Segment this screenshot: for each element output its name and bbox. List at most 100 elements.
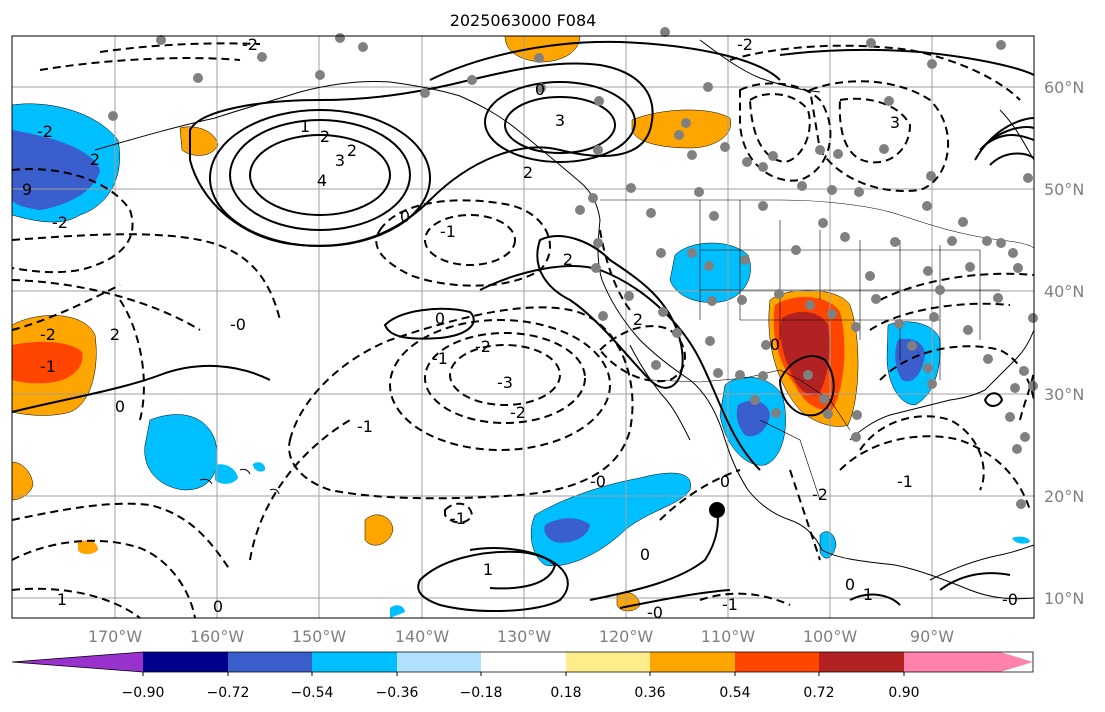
colorbar-tick-label: −0.18 (460, 685, 503, 701)
contour-label: 0 (720, 472, 730, 491)
colorbar-segment (650, 652, 735, 672)
contour-label: 9 (22, 180, 32, 199)
contour-label: 0 (400, 207, 410, 226)
colorbar-segment (819, 652, 904, 672)
contour-label: -1 (722, 595, 738, 614)
contour-label: 0 (770, 335, 780, 354)
contour-label: -2 (812, 485, 828, 504)
shaded-fields (11, 35, 1030, 618)
colorbar-tick-label: −0.54 (291, 685, 334, 701)
negative-anomaly-core (736, 400, 770, 437)
contour-label: -0 (1002, 590, 1018, 609)
lat-label: 20°N (1044, 487, 1084, 506)
contour-label: 3 (555, 111, 565, 130)
contour-label: 1 (300, 117, 310, 136)
colorbar-segment (481, 652, 566, 672)
contour-label: -0 (590, 472, 606, 491)
contour-label: 2 (90, 150, 100, 169)
figure-title: 2025063000 F084 (450, 11, 597, 30)
contour-label: -2 (737, 35, 753, 54)
contour-label: -1 (357, 417, 373, 436)
contour-label: 4 (317, 171, 327, 190)
latitude-labels: 60°N 50°N 40°N 30°N 20°N 10°N (1044, 78, 1084, 608)
contour-label: 0 (213, 597, 223, 616)
lon-label: 100°W (803, 627, 858, 646)
contour-label: -1 (432, 349, 448, 368)
colorbar-segment (143, 652, 228, 672)
lat-label: 60°N (1044, 78, 1084, 97)
lat-label: 30°N (1044, 385, 1084, 404)
contour-label: -1 (450, 509, 466, 528)
positive-anomaly-area (11, 461, 34, 501)
lat-label: 40°N (1044, 282, 1084, 301)
colorbar-segment (12, 652, 143, 672)
longitude-labels: 170°W 160°W 150°W 140°W 130°W 120°W 110°… (88, 627, 954, 646)
negative-anomaly-area (669, 242, 751, 303)
colorbar-segment (397, 652, 481, 672)
colorbar-tick-label: 0.18 (550, 685, 581, 701)
contour-label: -2 (52, 213, 68, 232)
contour-label: -0 (647, 603, 663, 622)
contour-label: 0 (640, 545, 650, 564)
contour-label: -2 (242, 35, 258, 54)
contour-label: 3 (890, 113, 900, 132)
colorbar-tick-label: 0.72 (803, 685, 834, 701)
positive-anomaly-area (631, 109, 732, 149)
contour-label: -2 (475, 337, 491, 356)
negative-anomaly-area (1012, 536, 1030, 544)
positive-anomaly-area (78, 540, 98, 555)
contour-label: 1 (483, 560, 493, 579)
contour-label: 1 (863, 585, 873, 604)
contour-label: -3 (497, 373, 513, 392)
black-marker (709, 502, 725, 518)
colorbar-segment (566, 652, 650, 672)
contour-label: -2 (40, 325, 56, 344)
lon-label: 150°W (292, 627, 347, 646)
colorbar-tick-label: −0.72 (207, 685, 250, 701)
lon-label: 140°W (395, 627, 450, 646)
negative-anomaly-area (253, 462, 266, 472)
negative-anomaly-area (215, 464, 238, 484)
map-background (12, 36, 1034, 618)
contour-label: 2 (563, 250, 573, 269)
colorbar-ticks: −0.90 −0.72 −0.54 −0.36 −0.18 0.18 0.36 0.54 0.7… (122, 672, 920, 701)
map-frame (11, 35, 1035, 619)
colorbar: −0.90 −0.72 −0.54 −0.36 −0.18 0.18 0.36 0.54 0.7… (11, 651, 1034, 701)
lat-label: 10°N (1044, 589, 1084, 608)
contour-label: -1 (897, 472, 913, 491)
colorbar-tick-label: 0.36 (634, 685, 665, 701)
colorbar-tick-label: −0.36 (376, 685, 419, 701)
colorbar-tick-label: 0.54 (719, 685, 750, 701)
contour-label: 2 (110, 325, 120, 344)
contour-label: 2 (347, 141, 357, 160)
contour-label: 2 (633, 310, 643, 329)
negative-anomaly-core (895, 338, 925, 382)
colorbar-outline (11, 651, 1034, 673)
colorbar-segments (12, 652, 1033, 672)
positive-anomaly-area (364, 514, 394, 546)
contour-label: -1 (440, 222, 456, 241)
lon-label: 160°W (190, 627, 245, 646)
negative-anomaly-core (544, 518, 590, 543)
political-borders (600, 199, 1035, 501)
colorbar-segment (904, 652, 1033, 672)
lon-label: 90°W (910, 627, 954, 646)
lon-label: 170°W (88, 627, 143, 646)
colorbar-segment (228, 652, 312, 672)
colorbar-tick-label: −0.90 (122, 685, 165, 701)
colorbar-tick-label: 0.90 (888, 685, 919, 701)
dashed-contours (11, 42, 1035, 619)
contour-label: -1 (40, 357, 56, 376)
contour-label: -2 (37, 122, 53, 141)
contour-label: 0 (115, 397, 125, 416)
contour-label: -2 (510, 403, 526, 422)
colorbar-segment (735, 652, 819, 672)
contour-label: 0 (845, 575, 855, 594)
lon-label: 120°W (599, 627, 654, 646)
colorbar-segment (312, 652, 397, 672)
contour-label: 2 (523, 163, 533, 182)
contour-label: -0 (230, 315, 246, 334)
contour-label: 3 (335, 151, 345, 170)
lon-label: 110°W (701, 627, 756, 646)
